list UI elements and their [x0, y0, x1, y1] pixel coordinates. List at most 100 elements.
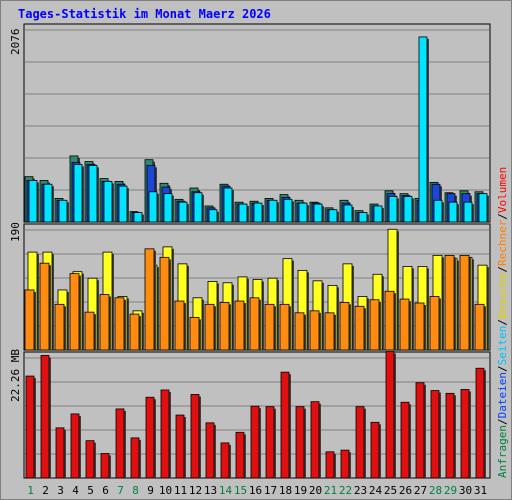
x-tick-label-day-24: 24	[369, 484, 383, 497]
bar-volumen-day-14	[220, 442, 230, 479]
bar-seiten-day-18	[283, 198, 293, 223]
x-tick-label-day-19: 19	[294, 484, 307, 497]
bar-rechner-day-14	[219, 301, 230, 351]
bar-rechner-day-1	[24, 289, 35, 351]
x-tick-label-day-28: 28	[429, 484, 442, 497]
bar-seiten-day-26	[403, 196, 413, 223]
bar-seiten-day-30	[463, 201, 473, 223]
bar-volumen-day-2	[40, 355, 50, 479]
bar-seiten-day-1	[28, 180, 38, 223]
x-tick-label-day-20: 20	[309, 484, 322, 497]
bar-seiten-day-4	[73, 164, 83, 223]
bar-volumen-day-6	[100, 453, 110, 479]
bar-volumen-day-23	[355, 406, 365, 479]
legend-right: Anfragen/Dateien/Seiten/Besuche/Rechner/…	[496, 167, 509, 478]
bar-volumen-day-1	[25, 375, 35, 479]
bar-seiten-day-21	[328, 209, 338, 223]
bar-rechner-day-28	[429, 296, 440, 351]
bar-rechner-day-30	[459, 254, 470, 351]
x-tick-label-day-10: 10	[159, 484, 172, 497]
middle-panel-max-label: 190	[9, 222, 22, 242]
x-tick-label-day-26: 26	[399, 484, 412, 497]
x-tick-label-day-2: 2	[42, 484, 49, 497]
top-panel-max-label: 2076	[9, 29, 22, 56]
bar-seiten-day-5	[88, 164, 98, 223]
x-tick-label-day-12: 12	[189, 484, 202, 497]
x-tick-label-day-14: 14	[219, 484, 233, 497]
x-tick-label-day-3: 3	[57, 484, 64, 497]
bar-volumen-day-19	[295, 406, 305, 479]
bar-rechner-day-18	[279, 303, 290, 351]
bar-rechner-day-24	[369, 299, 380, 351]
bar-volumen-day-9	[145, 396, 155, 479]
bar-volumen-day-30	[460, 389, 470, 479]
bar-rechner-day-19	[294, 312, 305, 351]
bar-rechner-day-13	[204, 303, 215, 351]
bar-rechner-day-22	[339, 301, 350, 351]
bar-volumen-day-25	[385, 351, 395, 479]
bar-volumen-day-7	[115, 408, 125, 479]
bar-rechner-day-8	[129, 313, 140, 351]
bar-seiten-day-16	[253, 202, 263, 223]
x-tick-label-day-31: 31	[474, 484, 487, 497]
legend-text-1: /	[496, 418, 509, 425]
bar-rechner-day-7	[114, 297, 125, 351]
bar-rechner-day-29	[444, 254, 455, 351]
x-tick-label-day-30: 30	[459, 484, 472, 497]
bars-layer	[24, 36, 489, 479]
bar-seiten-day-14	[223, 187, 233, 223]
bar-seiten-day-27	[418, 36, 428, 223]
bar-volumen-day-22	[340, 449, 350, 479]
bar-volumen-day-31	[475, 367, 485, 479]
x-tick-labels: 1 2 3 4 5 6 7 8 9 10 11 12 13 14 15 16 17 18 19 20 21 22 23 24 2…	[27, 484, 487, 497]
bar-volumen-day-15	[235, 431, 245, 479]
bar-seiten-day-17	[268, 199, 278, 223]
bar-rechner-day-12	[189, 316, 200, 351]
bar-volumen-day-13	[205, 422, 215, 479]
legend-text-10: Volumen	[496, 167, 509, 213]
legend-text-6: Besuche	[496, 273, 509, 319]
bar-rechner-day-11	[174, 300, 185, 351]
legend-text-9: /	[496, 213, 509, 220]
x-tick-label-day-7: 7	[117, 484, 124, 497]
bottom-panel-max-label: 22.26 MB	[9, 349, 22, 402]
bar-seiten-day-23	[358, 212, 368, 223]
bar-rechner-day-4	[69, 273, 80, 351]
x-tick-label-day-17: 17	[264, 484, 277, 497]
bar-volumen-day-10	[160, 389, 170, 479]
bar-seiten-day-3	[58, 199, 68, 223]
bar-volumen-day-11	[175, 414, 185, 479]
x-tick-label-day-27: 27	[414, 484, 427, 497]
bar-rechner-day-9	[144, 248, 155, 351]
x-tick-label-day-21: 21	[324, 484, 337, 497]
x-tick-label-day-5: 5	[87, 484, 94, 497]
bar-rechner-day-5	[84, 311, 95, 351]
bar-rechner-day-26	[399, 298, 410, 351]
bar-volumen-day-24	[370, 421, 380, 479]
bar-rechner-day-23	[354, 305, 365, 351]
bar-volumen-day-17	[265, 406, 275, 479]
bar-seiten-day-11	[178, 201, 188, 223]
bar-seiten-day-31	[478, 193, 488, 223]
bar-volumen-day-12	[190, 394, 200, 479]
x-tick-label-day-23: 23	[354, 484, 367, 497]
bar-rechner-day-15	[234, 300, 245, 351]
x-tick-label-day-22: 22	[339, 484, 352, 497]
x-tick-label-day-29: 29	[444, 484, 457, 497]
bar-volumen-day-29	[445, 392, 455, 479]
bar-seiten-day-25	[388, 196, 398, 223]
bar-volumen-day-3	[55, 427, 65, 479]
bar-seiten-day-6	[103, 181, 113, 223]
bar-volumen-day-27	[415, 382, 425, 479]
x-tick-label-day-6: 6	[102, 484, 109, 497]
bar-rechner-day-3	[54, 303, 65, 351]
bar-seiten-day-15	[238, 203, 248, 223]
bar-rechner-day-25	[384, 290, 395, 351]
x-tick-label-day-8: 8	[132, 484, 139, 497]
bar-rechner-day-10	[159, 256, 170, 351]
bar-rechner-day-6	[99, 294, 110, 351]
bar-volumen-day-20	[310, 401, 320, 479]
bar-volumen-day-26	[400, 401, 410, 479]
bar-volumen-day-16	[250, 405, 260, 479]
